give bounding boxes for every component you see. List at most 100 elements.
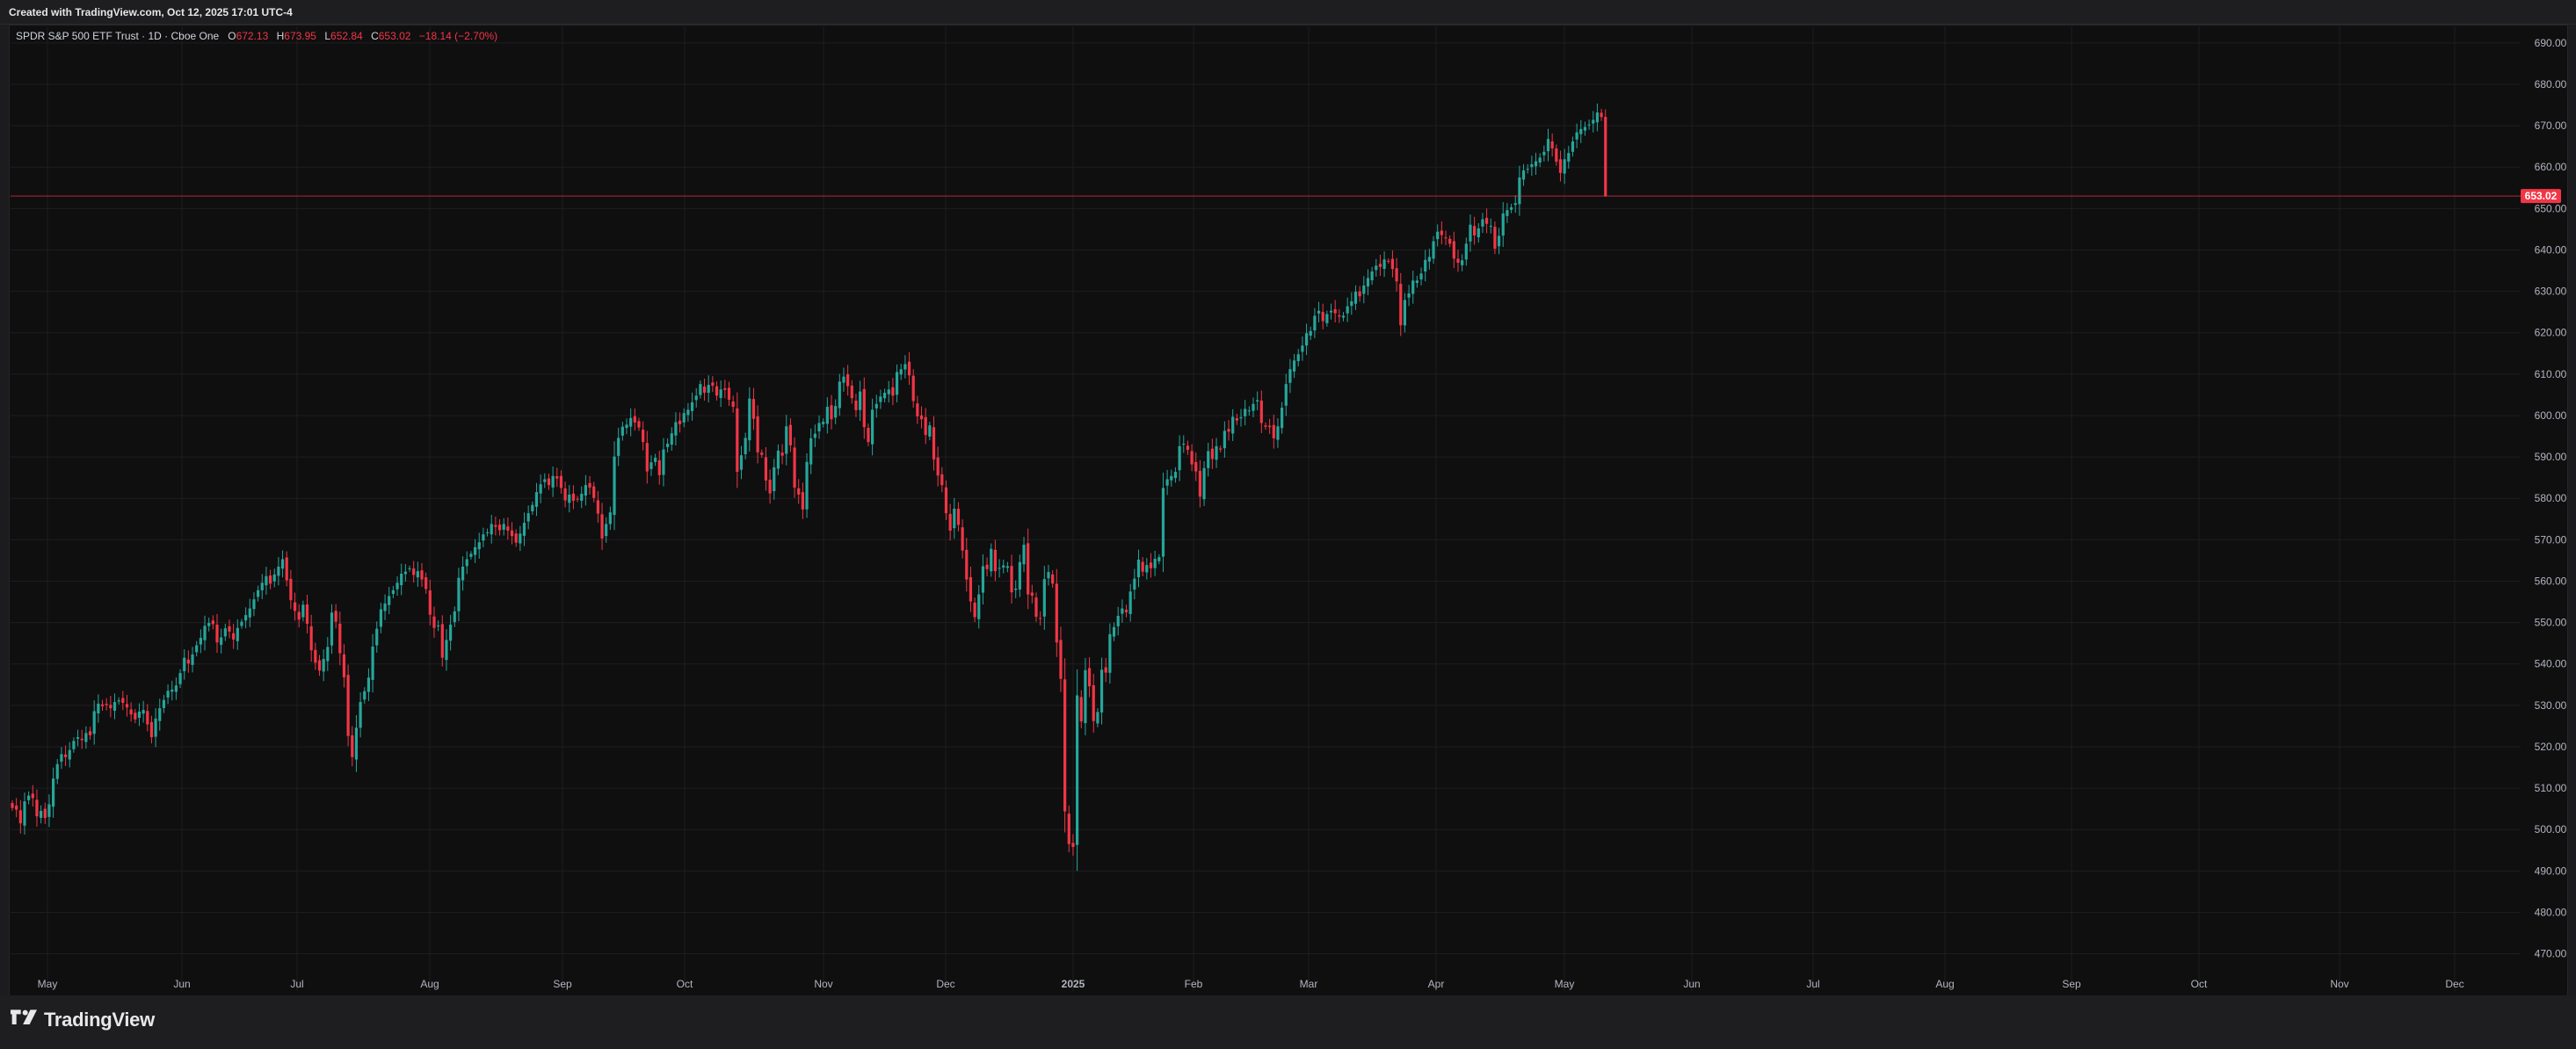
candle-body: [1506, 210, 1509, 216]
x-tick-label: Aug: [1935, 978, 1954, 990]
candle-body: [859, 391, 862, 410]
candle-body: [1030, 592, 1034, 596]
candle-body: [617, 438, 620, 456]
open-value: 672.13: [236, 30, 269, 42]
candle-body: [842, 376, 845, 383]
candle-body: [232, 633, 236, 640]
candle-body: [1116, 616, 1120, 626]
candle-body: [248, 608, 251, 618]
candle-body: [1231, 416, 1235, 434]
candle-body: [1051, 574, 1055, 584]
candle-body: [1493, 227, 1497, 250]
candle-body: [748, 398, 751, 441]
candle-body: [1067, 814, 1070, 844]
candle-body: [1010, 566, 1013, 593]
candle-body: [670, 433, 673, 445]
candle-body: [969, 576, 973, 602]
candle-body: [420, 570, 424, 580]
candle-body: [338, 623, 342, 654]
candle-body: [551, 475, 555, 488]
y-tick-label: 620.00: [2535, 327, 2567, 339]
candle-body: [907, 361, 911, 376]
candle-body: [1194, 461, 1198, 472]
candle-body: [1329, 310, 1333, 313]
candle-body: [928, 425, 932, 437]
candle-body: [1202, 467, 1206, 500]
candle-body: [932, 427, 936, 459]
tradingview-logo[interactable]: TradingView: [11, 1009, 155, 1031]
candle-body: [482, 534, 485, 541]
candle-body: [903, 364, 907, 370]
candle-body: [1268, 425, 1272, 428]
candle-body: [793, 447, 796, 488]
y-tick-label: 610.00: [2535, 368, 2567, 380]
grid: [11, 26, 2521, 991]
candle-body: [461, 566, 465, 581]
candle-body: [285, 557, 288, 581]
candle-body: [882, 393, 887, 399]
chart-frame[interactable]: [9, 25, 2568, 996]
candle-body: [84, 733, 88, 742]
candle-body: [846, 374, 850, 387]
candle-body: [608, 512, 612, 524]
y-tick-label: 550.00: [2535, 617, 2567, 629]
candle-body: [125, 704, 129, 708]
last-price-badge: [2521, 189, 2561, 204]
candle-body: [985, 564, 989, 569]
open-label: O: [228, 30, 236, 42]
candle-body: [543, 479, 547, 482]
x-tick-label: Feb: [1185, 978, 1203, 990]
candle-body: [1538, 157, 1542, 163]
high-label: H: [276, 30, 285, 42]
candle-body: [756, 416, 759, 452]
candle-body: [1444, 237, 1448, 239]
candle-body: [1173, 472, 1178, 479]
candlestick-chart[interactable]: 653.02 470.00 480.00 490.00 500.00 510.00 520…: [0, 0, 2576, 995]
x-tick-label: Jun: [1683, 978, 1700, 990]
candle-body: [773, 467, 776, 492]
change-value: −18.14 (−2.70%): [418, 30, 498, 42]
candle-body: [1288, 369, 1292, 383]
candle-body: [956, 509, 961, 525]
candle-body: [654, 458, 657, 462]
candle-body: [1292, 360, 1296, 372]
candle-body: [596, 500, 599, 514]
y-tick-label: 510.00: [2535, 782, 2567, 794]
candle-body: [944, 487, 948, 514]
candle-body: [625, 424, 628, 429]
candle-body: [1338, 315, 1341, 317]
candle-body: [1411, 280, 1415, 294]
candle-body: [850, 385, 853, 399]
candle-body: [1558, 159, 1563, 173]
candle-body: [223, 628, 227, 637]
candle-body: [534, 492, 539, 507]
candle-body: [531, 504, 534, 512]
candle-body: [936, 457, 940, 476]
candle-body: [293, 602, 297, 611]
candle-body: [1555, 148, 1558, 163]
x-tick-label: Mar: [1300, 978, 1318, 990]
candle-body: [305, 604, 309, 625]
candle-body: [649, 462, 653, 469]
candle-body: [785, 426, 788, 454]
y-tick-label: 630.00: [2535, 286, 2567, 298]
candle-body: [334, 611, 337, 622]
ohlc-legend: SPDR S&P 500 ETF Trust · 1D · Cboe One O…: [16, 30, 503, 42]
candle-body: [375, 628, 379, 646]
candle-body: [1059, 640, 1063, 679]
candle-body: [797, 488, 801, 495]
tradingview-logo-icon: [11, 1009, 37, 1024]
candle-body: [363, 691, 366, 700]
candle-body: [813, 433, 816, 438]
symbol-name: SPDR S&P 500 ETF Trust · 1D · Cboe One: [16, 30, 220, 42]
candle-body: [1296, 354, 1300, 362]
candle-body: [453, 611, 456, 623]
candle-body: [514, 533, 518, 543]
candle-body: [1149, 562, 1153, 568]
candle-body: [1464, 243, 1468, 260]
candle-body: [1358, 291, 1361, 297]
candle-body: [1063, 679, 1067, 812]
candle-body: [1604, 117, 1607, 197]
candle-body: [1333, 308, 1337, 314]
candle-body: [1353, 292, 1358, 304]
